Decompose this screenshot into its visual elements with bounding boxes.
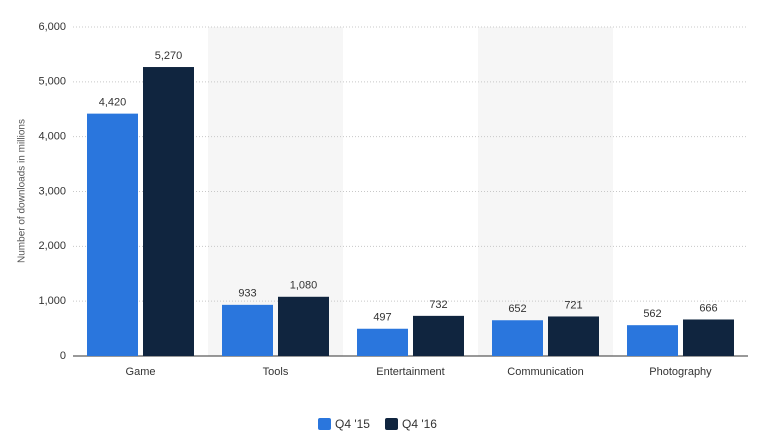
x-tick-label: Communication xyxy=(507,366,583,378)
y-tick-label: 1,000 xyxy=(38,295,66,307)
value-label: 666 xyxy=(699,302,717,314)
value-label: 732 xyxy=(429,299,447,311)
value-label: 497 xyxy=(373,312,391,324)
bar xyxy=(683,319,734,356)
value-label: 721 xyxy=(564,299,582,311)
legend-swatch xyxy=(318,418,331,430)
bar xyxy=(627,325,678,356)
band-shade xyxy=(478,27,613,356)
x-tick-label: Game xyxy=(126,366,156,378)
value-label: 933 xyxy=(238,288,256,300)
y-tick-label: 2,000 xyxy=(38,240,66,252)
bar xyxy=(87,113,138,357)
legend-label: Q4 '15 xyxy=(335,417,370,431)
bar xyxy=(548,316,599,356)
value-label: 562 xyxy=(643,308,661,320)
value-label: 4,420 xyxy=(99,97,127,109)
y-tick-label: 6,000 xyxy=(38,21,66,33)
value-label: 5,270 xyxy=(155,50,183,62)
y-tick-label: 3,000 xyxy=(38,185,66,197)
bar xyxy=(222,304,273,356)
legend-swatch xyxy=(385,418,398,430)
y-tick-label: 0 xyxy=(60,350,66,362)
bar xyxy=(492,320,543,356)
x-tick-label: Entertainment xyxy=(376,366,444,378)
x-tick-label: Photography xyxy=(649,366,712,378)
value-label: 652 xyxy=(508,303,526,315)
bar xyxy=(413,315,464,356)
bar xyxy=(357,328,408,356)
bar xyxy=(143,67,194,357)
y-tick-label: 5,000 xyxy=(38,76,66,88)
bar xyxy=(278,296,329,356)
legend-label: Q4 '16 xyxy=(402,417,437,431)
y-tick-label: 4,000 xyxy=(38,131,66,143)
y-axis-label: Number of downloads in millions xyxy=(17,119,28,263)
x-tick-label: Tools xyxy=(263,366,289,378)
value-label: 1,080 xyxy=(290,280,318,292)
